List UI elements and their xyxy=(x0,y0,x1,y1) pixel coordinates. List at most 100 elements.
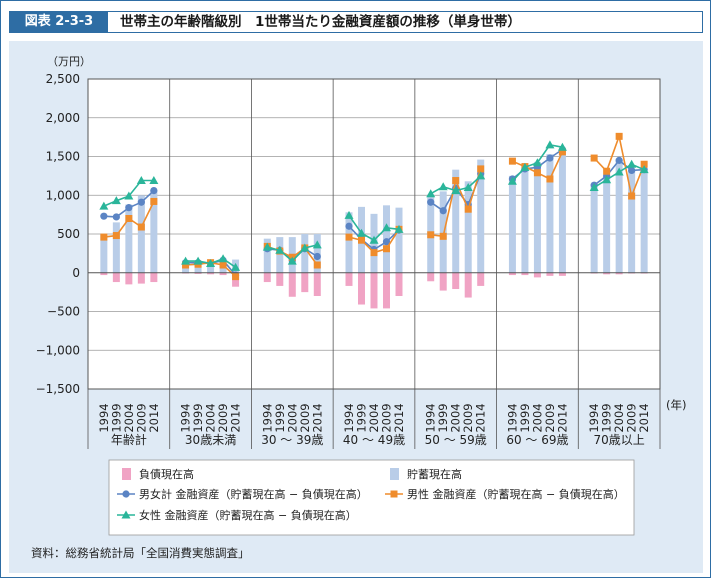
debt-bar xyxy=(100,272,108,276)
total-point xyxy=(313,252,321,261)
x-tick-label: 1994 xyxy=(179,403,193,432)
debt-bar xyxy=(125,272,133,285)
savings-bar xyxy=(125,204,133,273)
debt-bar xyxy=(464,272,472,298)
x-tick-label: 2009 xyxy=(380,403,394,432)
y-tick-label: −500 xyxy=(47,305,80,319)
x-tick-label: 2009 xyxy=(543,403,557,432)
x-tick-label: 2014 xyxy=(474,403,488,432)
male-point xyxy=(464,205,472,213)
female-point xyxy=(287,256,297,265)
x-tick-label: 2004 xyxy=(367,403,381,432)
male-point xyxy=(452,177,460,185)
legend-debt-swatch xyxy=(122,468,131,480)
x-tick-label: 2004 xyxy=(612,403,626,432)
debt-bar xyxy=(533,272,541,278)
figure-title: 世帯主の年齢階級別 1世帯当たり金融資産額の推移（単身世帯） xyxy=(120,14,521,30)
female-point xyxy=(193,256,203,265)
x-tick-label: 1999 xyxy=(355,403,369,432)
x-tick-label: 2014 xyxy=(555,403,569,432)
female-point xyxy=(136,176,146,185)
legend-savings-swatch xyxy=(390,468,399,480)
savings-bar xyxy=(112,222,120,273)
female-point xyxy=(627,159,637,168)
debt-bar xyxy=(150,272,158,283)
female-point xyxy=(382,223,391,232)
male-point xyxy=(182,261,190,269)
x-tick-label: 1999 xyxy=(191,403,205,432)
male-point xyxy=(615,132,623,140)
group-label: 70歳以上 xyxy=(594,433,645,447)
savings-bar xyxy=(640,168,648,273)
y-tick-label: −1,000 xyxy=(36,343,80,357)
legend-male-swatch-marker xyxy=(390,490,398,498)
x-tick-label: 2014 xyxy=(229,403,243,432)
female-point xyxy=(275,245,285,254)
male-point xyxy=(533,169,541,177)
female-point xyxy=(545,140,555,149)
savings-bar xyxy=(533,161,541,273)
x-tick-label: 2009 xyxy=(461,403,475,432)
group-label: 30歳未満 xyxy=(185,433,236,447)
figure-header: 図表 2-3-3 世帯主の年齢階級別 1世帯当たり金融資産額の推移（単身世帯） xyxy=(9,11,703,33)
female-point xyxy=(438,182,448,191)
debt-bar xyxy=(452,272,460,290)
female-point xyxy=(231,262,241,271)
x-tick-label: 2009 xyxy=(298,403,312,432)
group-label: 40 ～ 49歳 xyxy=(343,433,405,447)
savings-bar xyxy=(521,165,529,273)
debt-bar xyxy=(301,272,309,293)
total-point xyxy=(150,187,158,195)
x-tick-label: 1999 xyxy=(273,403,287,432)
female-point xyxy=(426,189,436,198)
x-tick-label: 1994 xyxy=(424,403,438,432)
female-point xyxy=(181,256,191,265)
total-point xyxy=(345,222,353,230)
figure-label: 図表 2-3-3 xyxy=(10,12,108,32)
male-point xyxy=(439,232,447,240)
debt-bar xyxy=(395,272,403,296)
x-tick-label: 2014 xyxy=(392,403,406,432)
male-point xyxy=(640,160,648,168)
x-tick-label: 1994 xyxy=(587,403,601,432)
x-tick-label: 2004 xyxy=(122,403,136,432)
y-tick-label: 500 xyxy=(57,227,80,241)
male-point xyxy=(232,273,240,281)
female-point xyxy=(206,258,216,267)
debt-bar xyxy=(615,272,623,275)
female-point xyxy=(369,235,379,244)
male-point xyxy=(546,175,554,183)
savings-bar xyxy=(628,169,636,273)
x-tick-label: 2009 xyxy=(134,403,148,432)
total-point xyxy=(125,204,133,212)
total-point xyxy=(382,238,391,246)
legend-debt-label: 負債現在高 xyxy=(139,467,194,481)
x-tick-label: 2009 xyxy=(216,403,230,432)
female-point xyxy=(124,191,134,200)
y-unit-label: （万円） xyxy=(47,55,91,68)
legend-female-swatch-marker xyxy=(121,510,131,519)
legend-female-label: 女性 金融資産（貯蓄現在高 − 負債現在高） xyxy=(139,508,357,522)
female-point xyxy=(614,167,624,176)
debt-bar xyxy=(508,272,516,276)
male-point xyxy=(358,236,365,244)
female-point xyxy=(262,242,272,251)
male-point xyxy=(383,245,390,253)
savings-bar xyxy=(477,159,485,273)
male-point xyxy=(112,232,120,240)
savings-bar xyxy=(452,169,460,273)
male-point xyxy=(313,261,321,269)
x-tick-label: 2004 xyxy=(449,403,463,432)
female-point xyxy=(300,243,310,252)
chart-svg: （万円） 2,500 2,000 1,500 1,000 500 0 −500 −1,000 −1… xyxy=(36,55,686,536)
debt-bar xyxy=(558,272,566,276)
group-label: 年齢計 xyxy=(111,432,147,447)
y-tick-label: 0 xyxy=(72,266,80,280)
x-tick-label: 1999 xyxy=(600,403,614,432)
y-tick-label: 2,500 xyxy=(46,72,80,86)
x-tick-label: 1999 xyxy=(436,403,450,432)
male-point xyxy=(558,148,566,156)
debt-bar xyxy=(546,272,554,276)
total-point xyxy=(100,212,108,220)
total-point xyxy=(137,198,145,206)
